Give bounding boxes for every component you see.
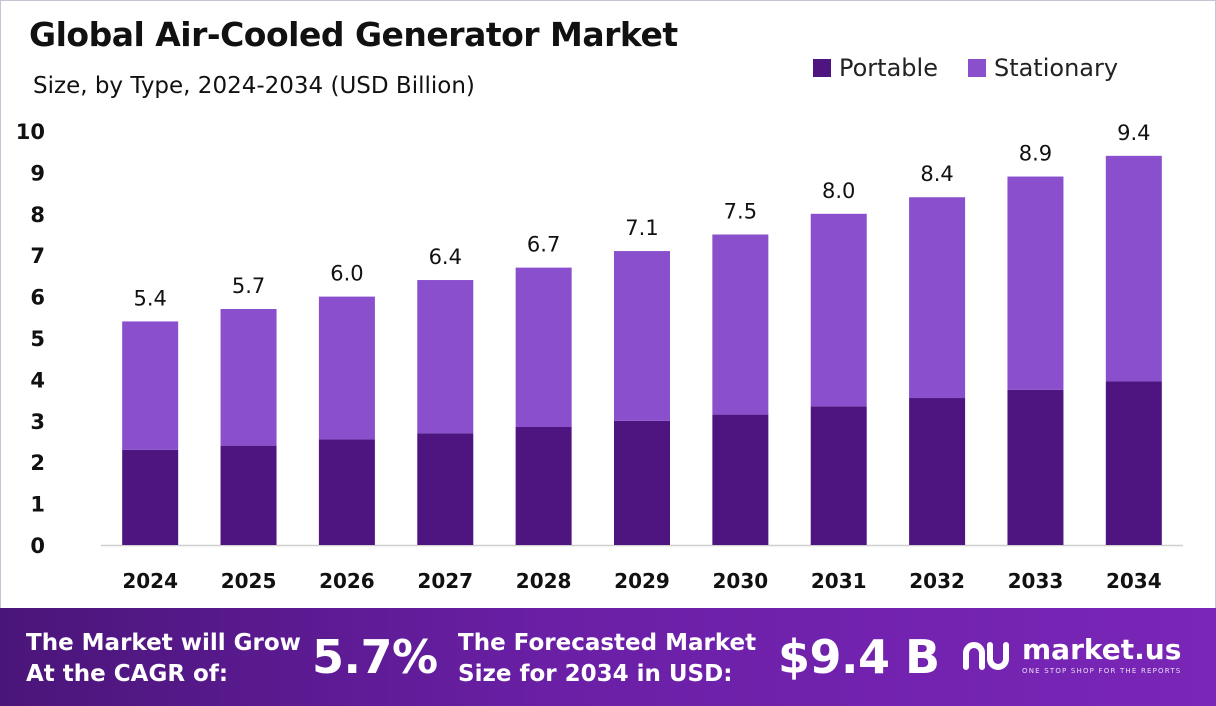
bar-stationary-2033 (1007, 176, 1064, 390)
bar-portable-2031 (810, 406, 867, 545)
legend-swatch-portable (813, 59, 831, 77)
bar-total-label: 5.4 (133, 286, 166, 310)
bar-total-label: 5.7 (232, 274, 265, 298)
bar-stationary-2031 (810, 213, 867, 407)
x-tick-label: 2027 (417, 569, 473, 593)
legend-item-portable: Portable (813, 54, 938, 82)
brand-name: market.us (1022, 633, 1182, 666)
summary-banner: The Market will Grow At the CAGR of: 5.7… (0, 608, 1216, 706)
x-tick-label: 2033 (1008, 569, 1064, 593)
y-tick-label: 6 (30, 286, 45, 310)
bar-portable-2033 (1007, 389, 1064, 545)
x-tick-label: 2029 (614, 569, 670, 593)
legend-item-stationary: Stationary (967, 54, 1119, 82)
y-tick-label: 5 (30, 327, 45, 351)
bar-portable-2030 (712, 414, 769, 545)
bar-portable-2025 (220, 445, 277, 545)
bar-total-label: 6.0 (330, 262, 363, 286)
y-tick-label: 9 (30, 161, 45, 185)
x-tick-label: 2032 (909, 569, 965, 593)
bar-stationary-2029 (614, 251, 670, 421)
forecast-value: $9.4 B (778, 630, 940, 684)
bar-stationary-2026 (318, 296, 375, 440)
bar-stationary-2032 (909, 197, 966, 399)
chart-subtitle: Size, by Type, 2024-2034 (USD Billion) (33, 73, 475, 99)
y-tick-label: 8 (30, 203, 45, 227)
x-tick-label: 2028 (516, 569, 572, 593)
chart-card: Global Air-Cooled Generator Market Size,… (0, 0, 1216, 608)
x-tick-label: 2026 (319, 569, 375, 593)
bar-stationary-2034 (1105, 155, 1162, 382)
x-tick-label: 2025 (221, 569, 277, 593)
x-tick-label: 2034 (1106, 569, 1162, 593)
bar-stationary-2028 (515, 267, 572, 428)
x-tick-label: 2024 (122, 569, 178, 593)
bar-stationary-2027 (417, 280, 474, 434)
bar-total-label: 6.4 (429, 245, 462, 269)
y-tick-label: 10 (16, 120, 45, 144)
bar-portable-2032 (909, 398, 966, 545)
bar-total-label: 7.5 (724, 200, 757, 224)
bar-total-label: 9.4 (1117, 121, 1150, 145)
y-tick-label: 3 (30, 410, 45, 434)
legend-label-portable: Portable (839, 54, 938, 82)
bar-stationary-2025 (220, 309, 277, 446)
chart-legend: Portable Stationary (813, 53, 1148, 83)
bar-total-label: 8.9 (1019, 142, 1052, 166)
cagr-label-line1: The Market will Grow (26, 630, 301, 656)
legend-label-stationary: Stationary (993, 54, 1119, 82)
brand-logo: market.us ONE STOP SHOP FOR THE REPORTS (962, 636, 1181, 675)
bar-portable-2029 (614, 420, 670, 545)
cagr-label: The Market will Grow At the CAGR of: (26, 628, 301, 690)
bar-portable-2026 (318, 439, 375, 545)
bar-portable-2034 (1105, 381, 1162, 545)
bar-portable-2024 (122, 449, 179, 545)
bar-total-label: 8.4 (920, 162, 953, 186)
bar-total-label: 8.0 (822, 179, 855, 203)
x-tick-label: 2030 (713, 569, 769, 593)
bar-stationary-2024 (122, 321, 179, 450)
stacked-bar-chart: 0 1 2 3 4 5 6 7 8 9 10 5.4 2024 5.7 2025 6.0 2026 6.4 2027… (16, 120, 1183, 593)
y-tick-label: 0 (30, 534, 45, 558)
y-tick-label: 2 (30, 451, 45, 475)
y-tick-label: 7 (30, 244, 45, 268)
chart-title: Global Air-Cooled Generator Market (29, 15, 678, 54)
bar-stationary-2030 (712, 234, 769, 415)
market-us-logo-icon (963, 641, 1009, 670)
forecast-label-line2: Size for 2034 in USD: (458, 661, 733, 687)
y-tick-label: 4 (30, 368, 45, 392)
bar-portable-2028 (515, 427, 572, 545)
forecast-label: The Forecasted Market Size for 2034 in U… (458, 628, 756, 690)
bar-total-label: 6.7 (527, 233, 560, 257)
brand-tagline: ONE STOP SHOP FOR THE REPORTS (1022, 667, 1182, 675)
x-tick-label: 2031 (811, 569, 867, 593)
legend-swatch-stationary (967, 59, 986, 77)
forecast-label-line1: The Forecasted Market (458, 630, 757, 656)
y-tick-label: 1 (30, 493, 45, 517)
cagr-value: 5.7% (312, 630, 438, 684)
bar-portable-2027 (417, 433, 474, 545)
bar-total-label: 7.1 (625, 216, 658, 240)
cagr-label-line2: At the CAGR of: (26, 661, 229, 687)
